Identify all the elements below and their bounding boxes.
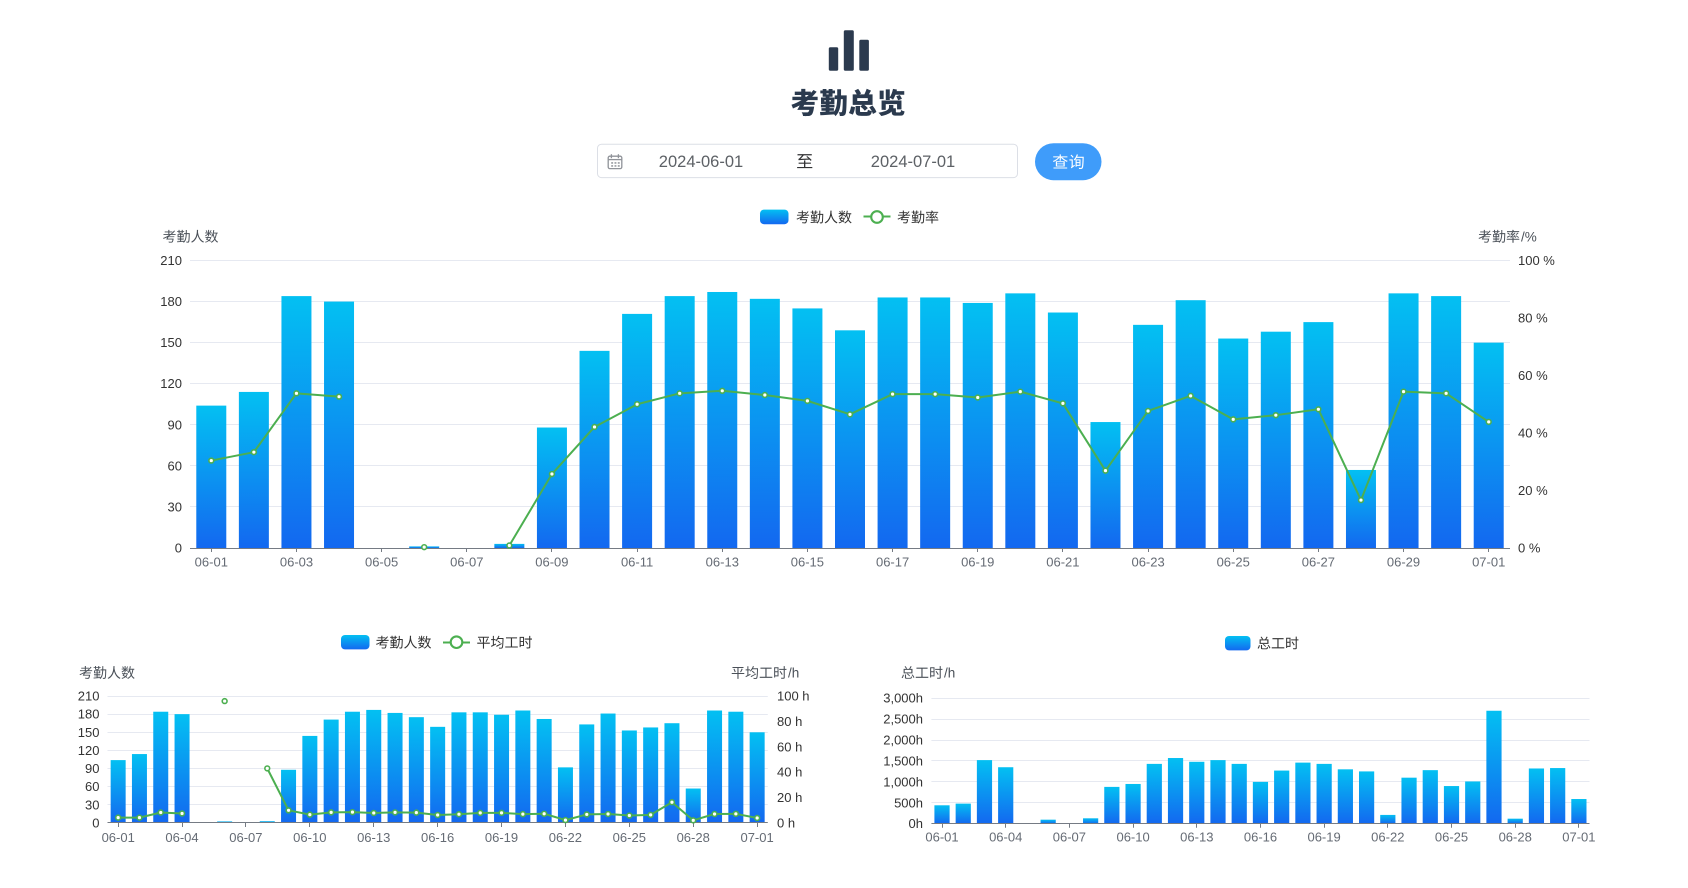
svg-text:06-15: 06-15 <box>791 555 824 570</box>
svg-text:06-16: 06-16 <box>1244 829 1277 844</box>
svg-text:06-22: 06-22 <box>1371 829 1404 844</box>
svg-text:0: 0 <box>92 816 99 831</box>
svg-text:06-25: 06-25 <box>1435 829 1468 844</box>
svg-text:/%: /% <box>1521 229 1537 244</box>
svg-text:06-10: 06-10 <box>293 830 326 845</box>
svg-text:500h: 500h <box>894 795 923 810</box>
svg-text:20 h: 20 h <box>777 790 802 805</box>
svg-text:06-21: 06-21 <box>1046 555 1079 570</box>
svg-text:06-13: 06-13 <box>1180 829 1213 844</box>
svg-text:06-07: 06-07 <box>1053 829 1086 844</box>
svg-text:100 h: 100 h <box>777 689 810 704</box>
svg-text:30: 30 <box>85 797 99 812</box>
svg-text:06-13: 06-13 <box>357 830 390 845</box>
svg-text:60: 60 <box>85 779 99 794</box>
svg-text:210: 210 <box>78 689 100 704</box>
svg-text:80 h: 80 h <box>777 714 802 729</box>
svg-text:210: 210 <box>160 253 182 268</box>
svg-text:06-07: 06-07 <box>229 830 262 845</box>
svg-text:06-03: 06-03 <box>280 555 313 570</box>
svg-text:06-01: 06-01 <box>195 555 228 570</box>
svg-text:20 %: 20 % <box>1518 483 1548 498</box>
svg-text:180: 180 <box>160 294 182 309</box>
svg-text:06-22: 06-22 <box>549 830 582 845</box>
svg-text:06-28: 06-28 <box>1499 829 1532 844</box>
svg-text:60 h: 60 h <box>777 739 802 754</box>
svg-text:80 %: 80 % <box>1518 311 1548 326</box>
svg-text:06-19: 06-19 <box>485 830 518 845</box>
svg-text:2,500h: 2,500h <box>883 712 923 727</box>
svg-text:1,000h: 1,000h <box>883 774 923 789</box>
svg-text:3,000h: 3,000h <box>883 691 923 706</box>
svg-text:06-13: 06-13 <box>706 555 739 570</box>
svg-text:06-01: 06-01 <box>925 829 958 844</box>
svg-text:1,500h: 1,500h <box>883 754 923 769</box>
svg-text:150: 150 <box>78 725 100 740</box>
svg-text:06-29: 06-29 <box>1387 555 1420 570</box>
svg-text:0h: 0h <box>909 816 923 831</box>
svg-text:06-17: 06-17 <box>876 555 909 570</box>
svg-text:90: 90 <box>85 761 99 776</box>
svg-text:2,000h: 2,000h <box>883 733 923 748</box>
svg-text:2024-07-01: 2024-07-01 <box>871 153 955 171</box>
svg-text:06-25: 06-25 <box>613 830 646 845</box>
svg-text:06-19: 06-19 <box>961 555 994 570</box>
svg-text:06-28: 06-28 <box>677 830 710 845</box>
svg-text:30: 30 <box>168 499 182 514</box>
svg-text:60: 60 <box>168 458 182 473</box>
svg-text:06-11: 06-11 <box>621 555 653 570</box>
svg-text:06-09: 06-09 <box>535 555 568 570</box>
svg-text:06-10: 06-10 <box>1116 829 1149 844</box>
svg-text:06-04: 06-04 <box>989 829 1022 844</box>
svg-text:06-19: 06-19 <box>1307 829 1340 844</box>
svg-text:150: 150 <box>160 335 182 350</box>
svg-text:100 %: 100 % <box>1518 253 1555 268</box>
svg-text:/h: /h <box>788 666 799 681</box>
svg-text:06-05: 06-05 <box>365 555 398 570</box>
svg-text:40 %: 40 % <box>1518 426 1548 441</box>
svg-text:40 h: 40 h <box>777 765 802 780</box>
svg-text:06-04: 06-04 <box>165 830 198 845</box>
svg-text:180: 180 <box>78 707 100 722</box>
svg-text:90: 90 <box>168 417 182 432</box>
svg-text:120: 120 <box>160 376 182 391</box>
svg-text:0 h: 0 h <box>777 816 795 831</box>
svg-text:07-01: 07-01 <box>1472 555 1505 570</box>
svg-text:06-27: 06-27 <box>1302 555 1335 570</box>
svg-text:/h: /h <box>944 666 955 681</box>
svg-text:120: 120 <box>78 743 100 758</box>
svg-text:60 %: 60 % <box>1518 368 1548 383</box>
svg-text:06-01: 06-01 <box>102 830 135 845</box>
svg-text:06-07: 06-07 <box>450 555 483 570</box>
svg-text:07-01: 07-01 <box>1562 829 1595 844</box>
svg-text:06-25: 06-25 <box>1217 555 1250 570</box>
svg-text:0 %: 0 % <box>1518 541 1541 556</box>
svg-text:0: 0 <box>175 541 182 556</box>
svg-text:06-23: 06-23 <box>1131 555 1164 570</box>
svg-text:07-01: 07-01 <box>740 830 773 845</box>
svg-text:2024-06-01: 2024-06-01 <box>659 153 743 171</box>
svg-text:06-16: 06-16 <box>421 830 454 845</box>
